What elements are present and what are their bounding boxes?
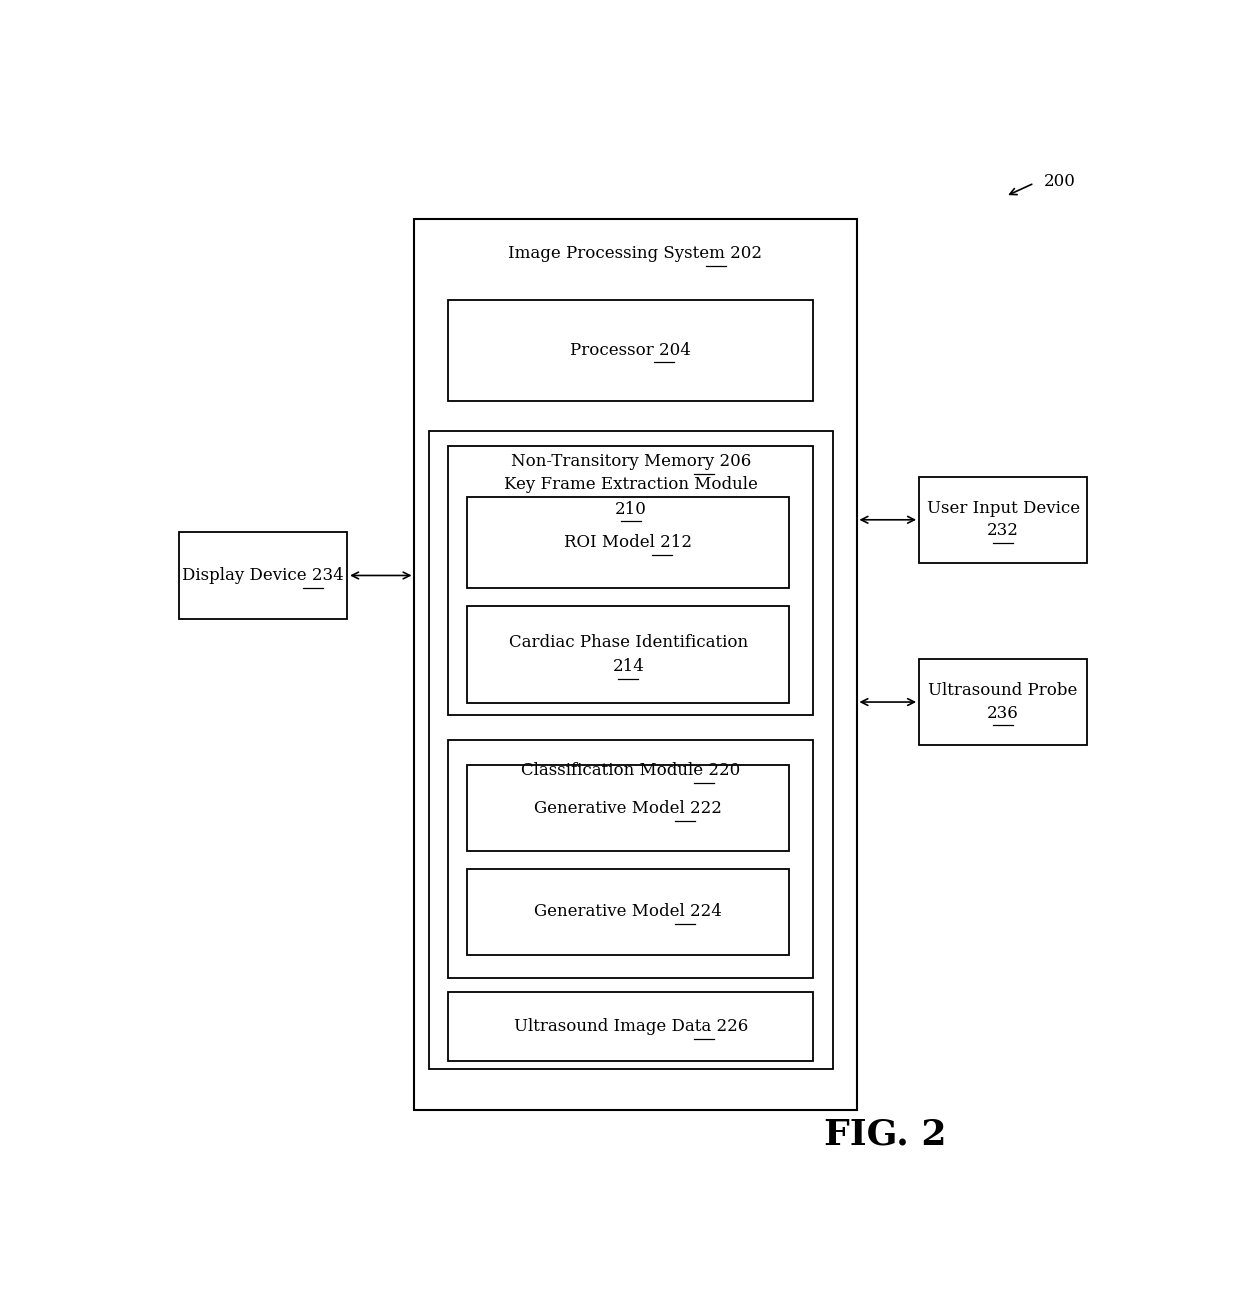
Text: 214: 214 [613, 658, 645, 675]
Bar [467, 869, 789, 955]
Text: Ultrasound Image Data 226: Ultrasound Image Data 226 [513, 1018, 748, 1035]
Bar [448, 740, 813, 978]
Bar [919, 659, 1087, 746]
Text: Classification Module 220: Classification Module 220 [521, 761, 740, 778]
Bar [919, 477, 1087, 563]
Text: 210: 210 [615, 501, 646, 518]
Text: Ultrasound Probe: Ultrasound Probe [929, 682, 1078, 700]
Bar [179, 533, 347, 618]
Bar [467, 497, 789, 588]
Text: Cardiac Phase Identification: Cardiac Phase Identification [508, 634, 748, 651]
Bar [448, 446, 813, 715]
Bar [448, 992, 813, 1061]
Text: Non-Transitory Memory 206: Non-Transitory Memory 206 [511, 454, 750, 469]
Text: User Input Device: User Input Device [926, 500, 1080, 517]
Text: Key Frame Extraction Module: Key Frame Extraction Module [503, 476, 758, 493]
Bar [429, 431, 832, 1069]
Text: 200: 200 [1044, 172, 1076, 189]
Text: Display Device 234: Display Device 234 [182, 567, 343, 584]
Text: Generative Model 222: Generative Model 222 [534, 800, 722, 817]
Bar [448, 300, 813, 401]
Bar [467, 765, 789, 851]
Text: 232: 232 [987, 522, 1019, 539]
Text: 236: 236 [987, 705, 1019, 722]
Bar [414, 218, 857, 1110]
Text: Generative Model 224: Generative Model 224 [534, 903, 722, 920]
Text: ROI Model 212: ROI Model 212 [564, 534, 692, 551]
Text: Processor 204: Processor 204 [570, 342, 691, 359]
Bar [467, 606, 789, 702]
Text: Image Processing System 202: Image Processing System 202 [508, 246, 763, 263]
Text: FIG. 2: FIG. 2 [825, 1118, 946, 1152]
